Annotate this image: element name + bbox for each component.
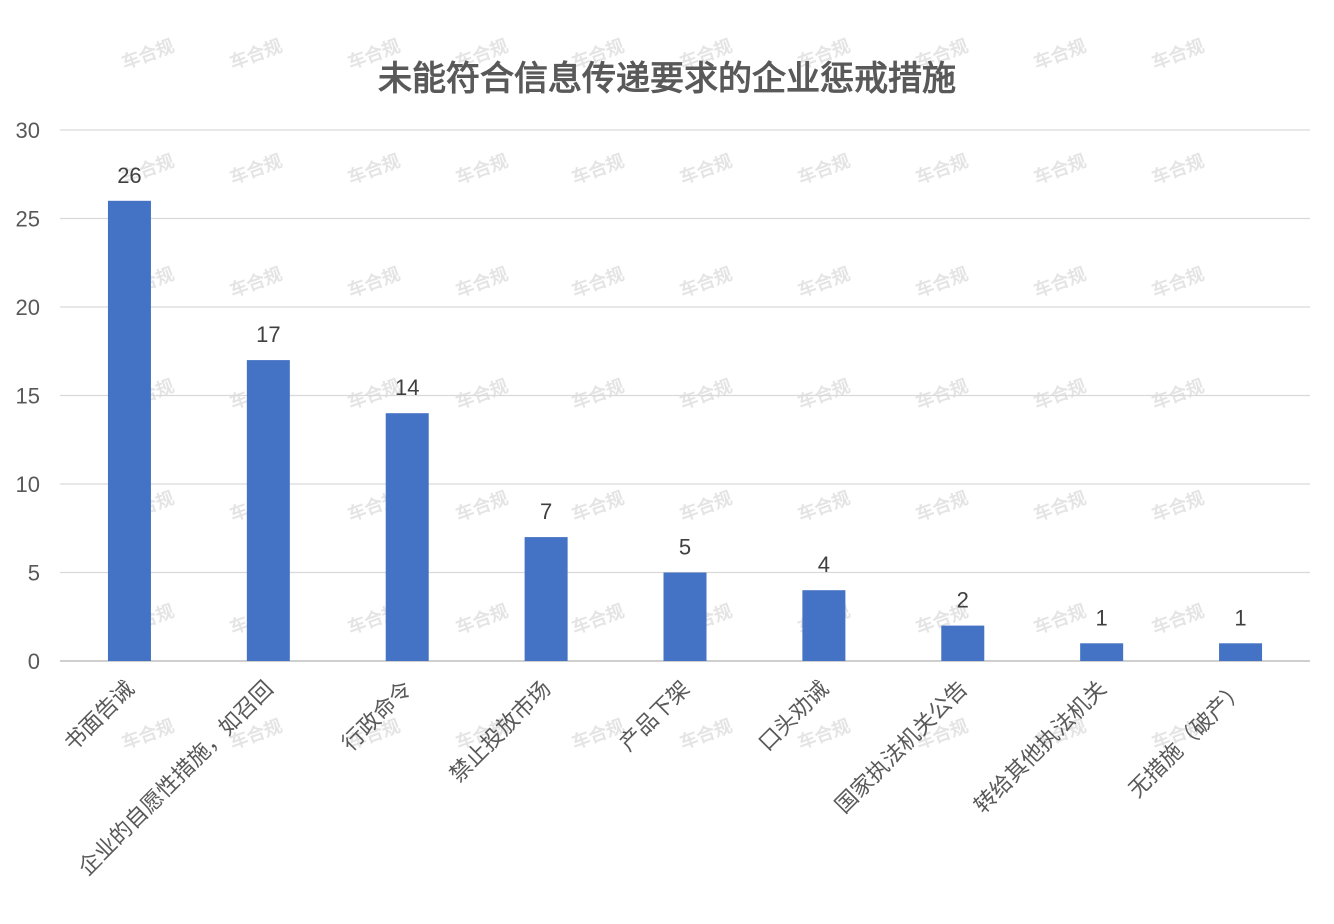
watermark-text: 车合规	[569, 487, 627, 526]
bar	[1219, 643, 1263, 661]
watermark-text: 车合规	[1031, 35, 1089, 74]
watermark-text: 车合规	[1149, 487, 1207, 526]
watermark-text: 车合规	[569, 715, 627, 754]
watermark-text: 车合规	[677, 715, 735, 754]
watermark-text: 车合规	[795, 150, 853, 189]
watermark-text: 车合规	[1149, 375, 1207, 414]
category-label: 转给其他执法机关	[970, 677, 1112, 819]
data-label: 14	[395, 375, 419, 400]
watermark-text: 车合规	[1031, 600, 1089, 639]
watermark-text: 车合规	[677, 263, 735, 302]
watermark-text: 车合规	[453, 263, 511, 302]
watermark-text: 车合规	[569, 600, 627, 639]
y-tick-label: 10	[16, 472, 40, 497]
data-label: 2	[957, 588, 969, 613]
data-label: 17	[256, 322, 280, 347]
watermark-text: 车合规	[1149, 600, 1207, 639]
watermark-text: 车合规	[227, 150, 285, 189]
watermark-text: 车合规	[453, 487, 511, 526]
watermark-text: 车合规	[1031, 487, 1089, 526]
category-label: 无措施（破产）	[1124, 677, 1251, 804]
y-tick-label: 5	[28, 561, 40, 586]
data-label: 7	[540, 499, 552, 524]
watermark-text: 车合规	[677, 150, 735, 189]
watermark-text: 车合规	[227, 263, 285, 302]
y-tick-label: 15	[16, 384, 40, 409]
category-label: 国家执法机关公告	[831, 677, 973, 819]
bar	[1080, 643, 1124, 661]
data-label: 1	[1234, 605, 1246, 630]
bar	[941, 625, 985, 661]
watermark-text: 车合规	[677, 375, 735, 414]
watermark-text: 车合规	[1149, 35, 1207, 74]
watermark-text: 车合规	[1149, 150, 1207, 189]
bar	[246, 360, 290, 661]
watermark-text: 车合规	[345, 263, 403, 302]
bar	[385, 413, 429, 661]
bars	[107, 200, 1263, 662]
watermark-text: 车合规	[227, 35, 285, 74]
watermark-text: 车合规	[1149, 263, 1207, 302]
data-label: 26	[117, 163, 141, 188]
y-tick-label: 30	[16, 118, 40, 143]
watermark-text: 车合规	[677, 487, 735, 526]
data-label: 4	[818, 552, 830, 577]
watermark-text: 车合规	[569, 263, 627, 302]
watermark-text: 车合规	[1031, 263, 1089, 302]
watermark-text: 车合规	[913, 263, 971, 302]
data-labels: 26 17 14 7 5 4 2 1 1	[117, 163, 1246, 630]
bar	[663, 572, 707, 661]
watermark-text: 车合规	[453, 375, 511, 414]
watermark-text: 车合规	[913, 487, 971, 526]
watermark-text: 车合规	[569, 150, 627, 189]
watermark-text: 车合规	[453, 150, 511, 189]
watermark-text: 车合规	[795, 487, 853, 526]
y-tick-label: 25	[16, 207, 40, 232]
watermark-text: 车合规	[453, 600, 511, 639]
watermark-text: 车合规	[119, 35, 177, 74]
watermark-text: 车合规	[345, 150, 403, 189]
data-label: 1	[1096, 605, 1108, 630]
bar	[524, 537, 568, 661]
watermark-text: 车合规	[795, 375, 853, 414]
watermark-text: 车合规	[1031, 375, 1089, 414]
y-axis-ticks: 0 5 10 15 20 25 30	[16, 118, 40, 674]
bar	[802, 590, 846, 661]
watermark-text: 车合规	[1031, 150, 1089, 189]
chart-title: 未能符合信息传递要求的企业惩戒措施	[378, 59, 956, 99]
y-tick-label: 0	[28, 649, 40, 674]
watermark-text: 车合规	[913, 150, 971, 189]
y-tick-label: 20	[16, 295, 40, 320]
bar	[107, 200, 151, 662]
watermark-text: 车合规	[913, 375, 971, 414]
watermark-text: 车合规	[795, 263, 853, 302]
data-label: 5	[679, 535, 691, 560]
watermark-text: 车合规	[119, 715, 177, 754]
watermark-text: 车合规	[569, 375, 627, 414]
